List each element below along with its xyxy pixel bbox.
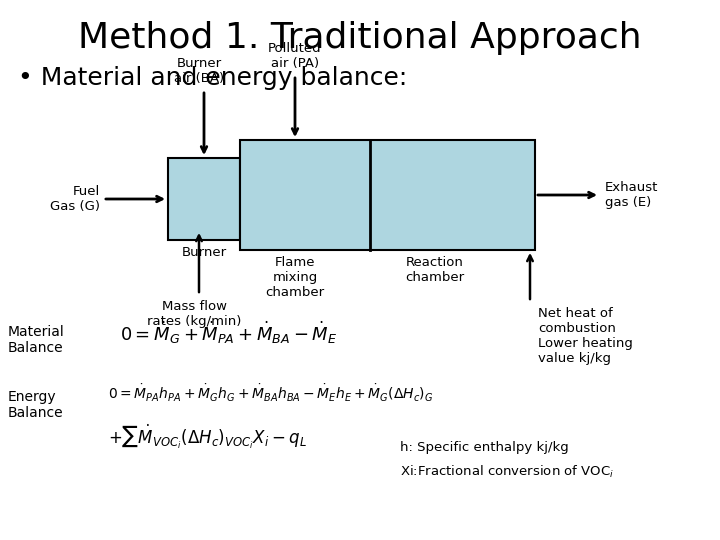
Text: Flame
mixing
chamber: Flame mixing chamber <box>266 256 325 299</box>
Text: Mass flow
rates (kg/min): Mass flow rates (kg/min) <box>147 300 241 328</box>
Text: Burner
air (BA): Burner air (BA) <box>174 57 224 85</box>
Text: Burner: Burner <box>181 246 227 259</box>
Text: h: Specific enthalpy kj/kg: h: Specific enthalpy kj/kg <box>400 442 569 455</box>
Text: Xi:Fractional conversion of VOC$_i$: Xi:Fractional conversion of VOC$_i$ <box>400 464 614 480</box>
Text: Energy
Balance: Energy Balance <box>8 390 63 420</box>
Text: Exhaust
gas (E): Exhaust gas (E) <box>605 181 658 209</box>
Text: $0 = \dot{M}_G + \dot{M}_{PA} + \dot{M}_{BA} - \dot{M}_E$: $0 = \dot{M}_G + \dot{M}_{PA} + \dot{M}_… <box>120 320 338 346</box>
Text: $+ \sum \dot{M}_{VOC_i}(\Delta H_c)_{VOC_i} X_i - q_L$: $+ \sum \dot{M}_{VOC_i}(\Delta H_c)_{VOC… <box>108 423 307 451</box>
Text: Polluted
air (PA): Polluted air (PA) <box>268 42 322 70</box>
Text: Fuel
Gas (G): Fuel Gas (G) <box>50 185 100 213</box>
Bar <box>240 140 535 250</box>
Text: $0 = \dot{M}_{PA}h_{PA} + \dot{M}_G h_G + \dot{M}_{BA}h_{BA} - \dot{M}_E h_E + \: $0 = \dot{M}_{PA}h_{PA} + \dot{M}_G h_G … <box>108 382 433 403</box>
Text: Method 1. Traditional Approach: Method 1. Traditional Approach <box>78 21 642 55</box>
Text: Reaction
chamber: Reaction chamber <box>405 256 464 284</box>
Text: • Material and energy balance:: • Material and energy balance: <box>18 66 408 90</box>
Text: Material
Balance: Material Balance <box>8 325 65 355</box>
Bar <box>168 158 240 240</box>
Text: Net heat of
combustion
Lower heating
value kj/kg: Net heat of combustion Lower heating val… <box>538 307 633 365</box>
